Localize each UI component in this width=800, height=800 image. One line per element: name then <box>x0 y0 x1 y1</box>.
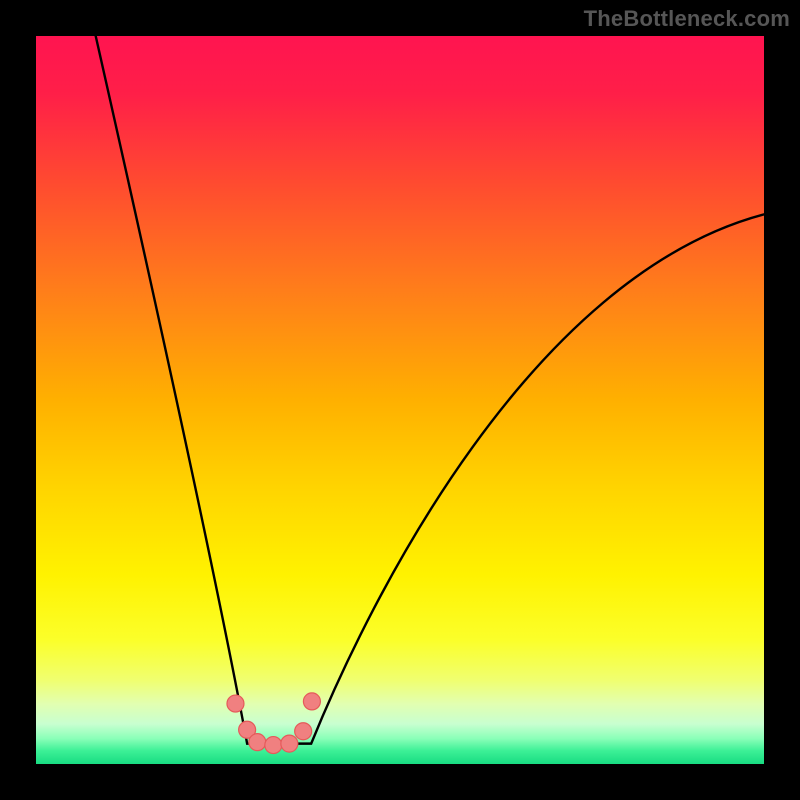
valley-marker <box>249 734 266 751</box>
valley-marker <box>303 693 320 710</box>
valley-marker <box>227 695 244 712</box>
bottleneck-curve <box>36 36 764 764</box>
stage: TheBottleneck.com <box>0 0 800 800</box>
valley-marker <box>281 735 298 752</box>
valley-marker <box>295 723 312 740</box>
curve-path <box>96 36 764 744</box>
plot-area <box>36 36 764 764</box>
valley-marker <box>265 737 282 754</box>
watermark-label: TheBottleneck.com <box>584 6 790 32</box>
